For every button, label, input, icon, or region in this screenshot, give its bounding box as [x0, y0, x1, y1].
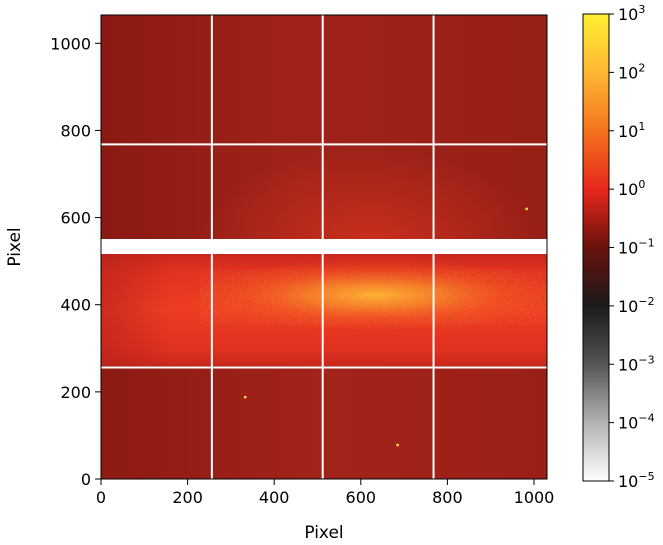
y-axis-ticks: 0 200 400 600 800 1000 — [50, 34, 101, 489]
colorbar-tick-label: 10−2 — [618, 295, 655, 316]
y-axis-label: Pixel — [5, 227, 25, 266]
x-tick-label: 1000 — [514, 488, 555, 507]
colorbar-tick-label: 101 — [618, 120, 645, 141]
plot-frame — [100, 14, 548, 480]
central-band-speckle — [200, 270, 547, 325]
hot-pixel — [396, 443, 400, 447]
colorbar-tick-label: 10−1 — [618, 237, 655, 258]
x-tick-label: 400 — [259, 488, 290, 507]
hot-pixel — [525, 207, 529, 211]
x-axis-ticks: 0 200 400 600 800 1000 — [96, 479, 554, 507]
y-tick-label: 800 — [60, 121, 91, 140]
colorbar-tick-label: 10−4 — [618, 412, 655, 433]
colorbar-tick-label: 100 — [618, 178, 645, 199]
x-tick-label: 600 — [346, 488, 377, 507]
x-tick-label: 200 — [172, 488, 203, 507]
panel-gap-lines — [101, 15, 547, 479]
colorbar: 103 102 101 100 10−1 10−2 10−3 10−4 10−5 — [582, 3, 655, 491]
gap-row-white — [101, 239, 547, 254]
y-tick-label: 1000 — [50, 34, 91, 53]
y-tick-label: 600 — [60, 209, 91, 228]
y-tick-label: 0 — [81, 470, 91, 489]
x-tick-label: 0 — [96, 488, 106, 507]
colorbar-tick-label: 102 — [618, 61, 645, 82]
colorbar-gradient — [582, 13, 610, 482]
colorbar-tick-label: 10−5 — [618, 470, 655, 491]
colorbar-tick-label: 103 — [618, 3, 645, 24]
y-tick-label: 200 — [60, 383, 91, 402]
x-axis-label: Pixel — [304, 523, 343, 543]
lower-panels-region — [101, 366, 547, 479]
hot-pixels — [243, 207, 529, 447]
hot-pixel — [243, 395, 247, 399]
heatmap-image — [100, 14, 548, 480]
colorbar-ticks: 103 102 101 100 10−1 10−2 10−3 10−4 10−5 — [609, 3, 655, 491]
colorbar-tick-label: 10−3 — [618, 353, 655, 374]
y-tick-label: 400 — [60, 296, 91, 315]
x-tick-label: 800 — [432, 488, 463, 507]
